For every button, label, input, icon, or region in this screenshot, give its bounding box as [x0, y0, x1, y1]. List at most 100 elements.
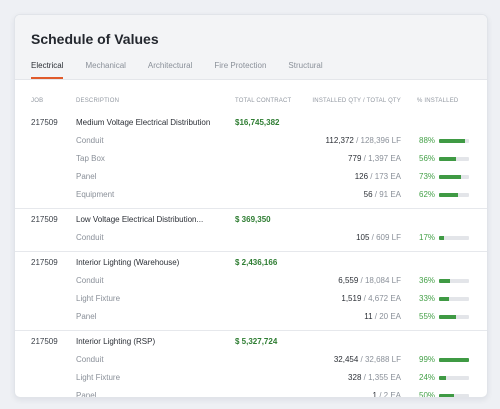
progress-bar — [439, 139, 469, 143]
installed-value: 6,559 — [338, 276, 359, 285]
card-header: Schedule of Values Electrical Mechanical… — [15, 15, 487, 80]
progress-fill — [439, 297, 449, 301]
installed-quantity: 779 / 1,397 EA — [348, 154, 401, 163]
progress-fill — [439, 157, 456, 161]
table-row[interactable]: Conduit 6,559 / 18,084 LF 36% — [15, 272, 487, 290]
item-name: Conduit — [76, 233, 104, 242]
progress-bar — [439, 376, 469, 380]
installed-value: 105 — [356, 233, 370, 242]
installed-quantity: 1,519 / 4,672 EA — [341, 294, 401, 303]
installed-value: 1,519 — [341, 294, 362, 303]
table-row[interactable]: Equipment 56 / 91 EA 62% — [15, 186, 487, 204]
percent-installed: 99% — [419, 355, 436, 364]
total-contract-value: $ 2,436,166 — [235, 258, 278, 267]
percent-installed: 36% — [419, 276, 436, 285]
total-quantity: / 609 LF — [369, 233, 401, 242]
total-contract-value: $ 369,350 — [235, 215, 271, 224]
progress-fill — [439, 358, 469, 362]
item-name: Conduit — [76, 276, 104, 285]
total-quantity: / 1,355 EA — [361, 373, 401, 382]
table-row[interactable]: Conduit 105 / 609 LF 17% — [15, 229, 487, 247]
column-header-job: JOB — [31, 98, 44, 104]
line-item-group: 217509 Medium Voltage Electrical Distribu… — [15, 112, 487, 209]
progress-fill — [439, 376, 447, 380]
item-name: Panel — [76, 172, 97, 181]
progress-bar — [439, 175, 469, 179]
tab-mechanical[interactable]: Mechanical — [85, 61, 126, 70]
progress-fill — [439, 279, 450, 283]
percent-installed: 56% — [419, 154, 436, 163]
installed-value: 11 — [364, 312, 373, 321]
item-name: Panel — [76, 312, 97, 321]
job-number: 217509 — [31, 337, 58, 346]
line-item-group: 217509 Low Voltage Electrical Distributio… — [15, 209, 487, 252]
progress-bar — [439, 315, 469, 319]
progress-fill — [439, 236, 445, 240]
installed-value: 779 — [348, 154, 362, 163]
progress-bar — [439, 193, 469, 197]
schedule-table-body: 217509 Medium Voltage Electrical Distribu… — [15, 112, 487, 398]
percent-installed: 17% — [419, 233, 436, 242]
table-row[interactable]: Panel 11 / 20 EA 55% — [15, 308, 487, 326]
group-description: Medium Voltage Electrical Distribution — [76, 118, 211, 127]
table-row[interactable]: Light Fixture 328 / 1,355 EA 24% — [15, 369, 487, 387]
installed-quantity: 11 / 20 EA — [364, 312, 401, 321]
group-description: Interior Lighting (RSP) — [76, 337, 156, 346]
installed-quantity: 105 / 609 LF — [356, 233, 401, 242]
percent-installed: 55% — [419, 312, 436, 321]
line-item-group: 217509 Interior Lighting (Warehouse) $ 2,4… — [15, 252, 487, 331]
total-quantity: / 173 EA — [368, 172, 401, 181]
total-quantity: / 91 EA — [372, 190, 401, 199]
tab-structural[interactable]: Structural — [288, 61, 323, 70]
percent-installed: 33% — [419, 294, 436, 303]
table-header: JOB DESCRIPTION TOTAL CONTRACT INSTALLED… — [15, 94, 487, 112]
item-name: Conduit — [76, 355, 104, 364]
tab-architectural[interactable]: Architectural — [147, 61, 193, 70]
table-row[interactable]: Conduit 32,454 / 32,688 LF 99% — [15, 351, 487, 369]
progress-bar — [439, 157, 469, 161]
item-name: Equipment — [76, 190, 115, 199]
page-title: Schedule of Values — [31, 31, 159, 47]
progress-fill — [439, 139, 466, 143]
progress-bar — [439, 279, 469, 283]
progress-fill — [439, 394, 454, 397]
table-row[interactable]: Light Fixture 1,519 / 4,672 EA 33% — [15, 290, 487, 308]
percent-installed: 88% — [419, 136, 436, 145]
total-quantity: / 32,688 LF — [358, 355, 401, 364]
column-header-installed-qty: INSTALLED QTY / TOTAL QTY — [312, 98, 401, 104]
table-row[interactable]: 217509 Low Voltage Electrical Distributio… — [15, 211, 487, 229]
column-header-description: DESCRIPTION — [76, 98, 120, 104]
total-quantity: / 18,084 LF — [358, 276, 401, 285]
progress-fill — [439, 175, 461, 179]
column-header-total-contract: TOTAL CONTRACT — [235, 98, 292, 104]
total-quantity: / 128,396 LF — [353, 136, 401, 145]
installed-quantity: 6,559 / 18,084 LF — [338, 276, 401, 285]
installed-value: 1 — [372, 391, 377, 398]
table-row[interactable]: Panel 126 / 173 EA 73% — [15, 168, 487, 186]
table-row[interactable]: 217509 Interior Lighting (RSP) $ 5,327,724 — [15, 333, 487, 351]
table-row[interactable]: Tap Box 779 / 1,397 EA 56% — [15, 150, 487, 168]
installed-quantity: 32,454 / 32,688 LF — [334, 355, 401, 364]
group-description: Low Voltage Electrical Distribution... — [76, 215, 204, 224]
progress-fill — [439, 315, 456, 319]
schedule-of-values-card: Schedule of Values Electrical Mechanical… — [14, 14, 488, 398]
percent-installed: 24% — [419, 373, 436, 382]
line-item-group: 217509 Interior Lighting (RSP) $ 5,327,724… — [15, 331, 487, 398]
installed-value: 112,372 — [325, 136, 354, 145]
table-row[interactable]: Panel 1 / 2 EA 50% — [15, 387, 487, 398]
progress-bar — [439, 236, 469, 240]
tab-electrical[interactable]: Electrical — [31, 61, 64, 79]
total-contract-value: $16,745,382 — [235, 118, 280, 127]
table-row[interactable]: 217509 Medium Voltage Electrical Distribu… — [15, 114, 487, 132]
installed-quantity: 1 / 2 EA — [372, 391, 401, 398]
item-name: Light Fixture — [76, 373, 121, 382]
installed-value: 328 — [348, 373, 362, 382]
tab-fire-protection[interactable]: Fire Protection — [214, 61, 267, 70]
column-header-pct-installed: % INSTALLED — [417, 98, 459, 104]
table-row[interactable]: 217509 Interior Lighting (Warehouse) $ 2,4… — [15, 254, 487, 272]
percent-installed: 50% — [419, 391, 436, 398]
table-row[interactable]: Conduit 112,372 / 128,396 LF 88% — [15, 132, 487, 150]
group-description: Interior Lighting (Warehouse) — [76, 258, 180, 267]
item-name: Light Fixture — [76, 294, 121, 303]
progress-bar — [439, 297, 469, 301]
